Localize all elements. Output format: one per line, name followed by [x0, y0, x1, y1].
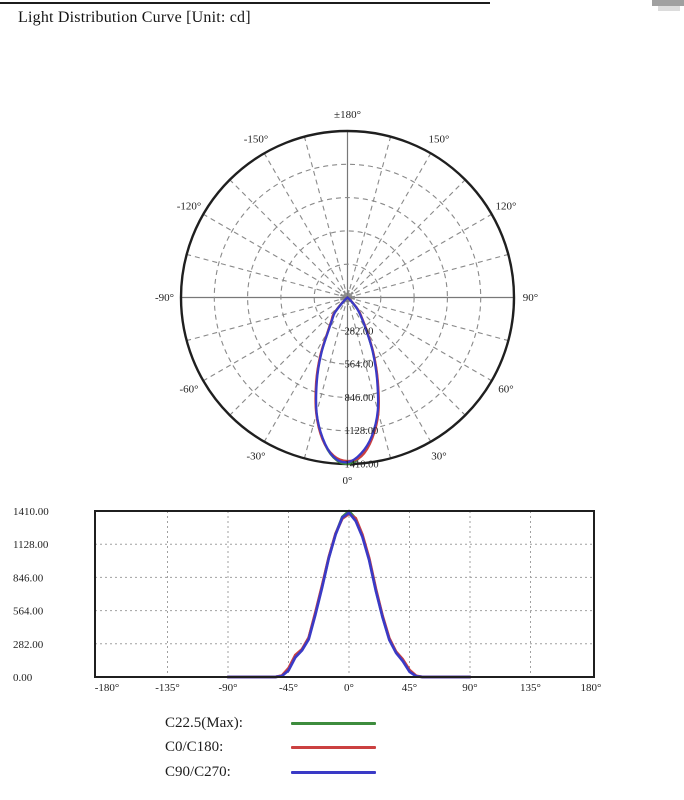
polar-angle-label: -30°	[246, 451, 265, 463]
polar-ring-label: 282.00	[345, 326, 374, 337]
polar-ring-label: 1410.00	[345, 460, 379, 471]
x-tick-label: 135°	[520, 682, 541, 694]
y-tick-label: 1410.00	[13, 506, 49, 518]
x-tick-label: 0°	[344, 682, 354, 694]
x-tick-label: -135°	[155, 682, 180, 694]
legend-item-c90: C90/C270:	[165, 760, 376, 785]
polar-angle-label: 120°	[496, 201, 517, 213]
polar-ring-label: 564.00	[345, 360, 374, 371]
x-tick-label: 45°	[402, 682, 417, 694]
legend-label: C90/C270:	[165, 763, 231, 780]
polar-angle-label: ±180°	[334, 109, 361, 121]
y-tick-label: 846.00	[13, 572, 44, 584]
legend-label: C22.5(Max):	[165, 714, 243, 731]
polar-distribution-chart: 282.00 564.00 846.00 1128.00 1410.00 ±180° -15…	[155, 109, 538, 487]
y-tick-label: 1128.00	[13, 539, 49, 551]
polar-ring-label: 1128.00	[345, 426, 379, 437]
polar-angle-label: -60°	[179, 384, 198, 396]
x-tick-label: -90°	[218, 682, 237, 694]
x-tick-label: -180°	[95, 682, 120, 694]
page-corner-artifact-shadow	[658, 6, 680, 11]
x-tick-label: 180°	[581, 682, 602, 694]
polar-angle-label: -120°	[177, 201, 202, 213]
legend: C22.5(Max): C0/C180: C90/C270:	[165, 711, 376, 785]
x-tick-label: -45°	[279, 682, 298, 694]
polar-angle-label: 60°	[498, 384, 513, 396]
y-tick-label: 564.00	[13, 606, 44, 618]
polar-angle-label: 150°	[429, 134, 450, 146]
y-tick-label: 0.00	[13, 672, 33, 684]
page-title: Light Distribution Curve [Unit: cd]	[18, 9, 251, 26]
legend-swatch-line	[291, 746, 376, 750]
intensity-angle-chart: -180° -135° -90° -45° 0° 45° 90° 135° 180° 1410.0…	[13, 506, 602, 694]
polar-angle-label: -150°	[244, 134, 269, 146]
legend-swatch-line	[291, 770, 376, 774]
title-rule	[0, 2, 490, 4]
page-corner-artifact	[652, 0, 684, 6]
legend-item-c0: C0/C180:	[165, 736, 376, 761]
polar-ring-label: 846.00	[345, 393, 374, 404]
legend-swatch-line	[291, 721, 376, 725]
x-tick-label: 90°	[462, 682, 477, 694]
polar-angle-label: 90°	[523, 292, 538, 304]
legend-label: C0/C180:	[165, 739, 224, 756]
polar-angle-label: 0°	[343, 475, 353, 487]
y-tick-label: 282.00	[13, 639, 44, 651]
legend-item-c225: C22.5(Max):	[165, 711, 376, 736]
polar-angle-label: 30°	[431, 451, 446, 463]
polar-angle-label: -90°	[155, 292, 174, 304]
